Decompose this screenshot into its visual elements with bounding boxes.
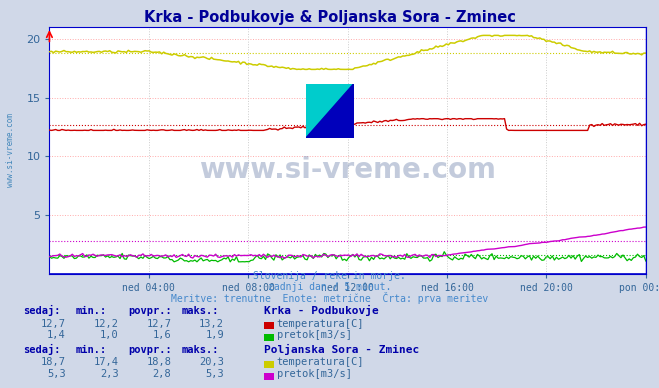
Text: 5,3: 5,3	[206, 369, 224, 379]
Text: pretok[m3/s]: pretok[m3/s]	[277, 330, 352, 340]
Text: 12,2: 12,2	[94, 319, 119, 329]
Text: sedaj:: sedaj:	[23, 344, 61, 355]
Text: www.si-vreme.com: www.si-vreme.com	[199, 156, 496, 184]
Text: Meritve: trenutne  Enote: metrične  Črta: prva meritev: Meritve: trenutne Enote: metrične Črta: …	[171, 292, 488, 304]
Text: min.:: min.:	[76, 345, 107, 355]
Polygon shape	[306, 84, 354, 138]
Text: Slovenija / reke in morje.: Slovenija / reke in morje.	[253, 270, 406, 281]
Text: www.si-vreme.com: www.si-vreme.com	[6, 113, 15, 187]
Text: Poljanska Sora - Zminec: Poljanska Sora - Zminec	[264, 344, 419, 355]
Text: 12,7: 12,7	[41, 319, 66, 329]
Text: 1,9: 1,9	[206, 330, 224, 340]
Text: min.:: min.:	[76, 306, 107, 316]
Text: temperatura[C]: temperatura[C]	[277, 319, 364, 329]
Text: Krka - Podbukovje: Krka - Podbukovje	[264, 305, 378, 316]
Text: 17,4: 17,4	[94, 357, 119, 367]
Text: 1,0: 1,0	[100, 330, 119, 340]
Text: 20,3: 20,3	[199, 357, 224, 367]
Text: 12,7: 12,7	[146, 319, 171, 329]
Text: pretok[m3/s]: pretok[m3/s]	[277, 369, 352, 379]
Text: maks.:: maks.:	[181, 306, 219, 316]
Text: 2,3: 2,3	[100, 369, 119, 379]
Text: 2,8: 2,8	[153, 369, 171, 379]
Text: povpr.:: povpr.:	[129, 345, 172, 355]
Text: 1,4: 1,4	[47, 330, 66, 340]
Text: sedaj:: sedaj:	[23, 305, 61, 316]
Text: povpr.:: povpr.:	[129, 306, 172, 316]
Text: 1,6: 1,6	[153, 330, 171, 340]
Text: 18,7: 18,7	[41, 357, 66, 367]
Text: maks.:: maks.:	[181, 345, 219, 355]
Text: 5,3: 5,3	[47, 369, 66, 379]
Text: Krka - Podbukovje & Poljanska Sora - Zminec: Krka - Podbukovje & Poljanska Sora - Zmi…	[144, 10, 515, 25]
Text: temperatura[C]: temperatura[C]	[277, 357, 364, 367]
Text: zadnji dan / 5 minut.: zadnji dan / 5 minut.	[268, 282, 391, 292]
Text: 13,2: 13,2	[199, 319, 224, 329]
Polygon shape	[306, 84, 354, 138]
Text: 18,8: 18,8	[146, 357, 171, 367]
